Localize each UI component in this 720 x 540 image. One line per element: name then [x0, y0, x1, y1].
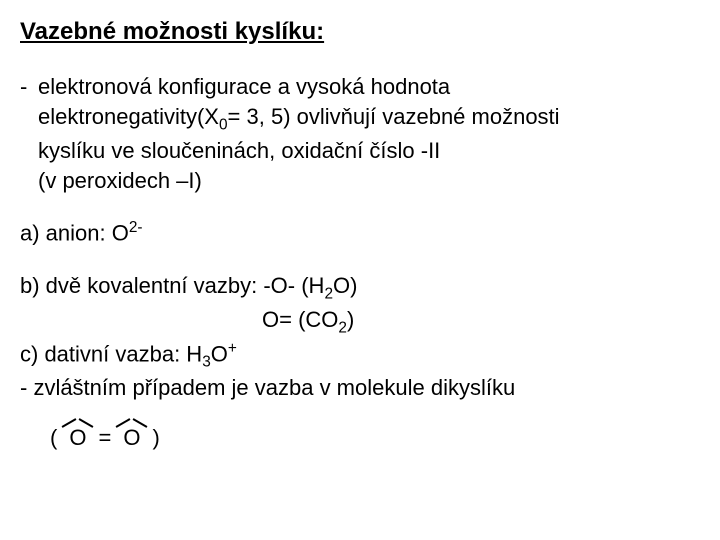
para-line2: elektronegativity(X0= 3, 5) ovlivňují va… — [38, 102, 700, 136]
b2-pre: O= (CO — [262, 307, 338, 332]
paren-close: ) — [152, 425, 159, 451]
item-b-line1: b) dvě kovalentní vazby: -O- (H2O) — [20, 271, 700, 305]
b-sub1: 2 — [324, 285, 333, 302]
c-sup: + — [228, 340, 237, 357]
b2-post: ) — [347, 307, 354, 332]
o1-text: O — [69, 425, 86, 450]
b-pre: b) dvě kovalentní vazby: -O- (H — [20, 273, 324, 298]
page-title: Vazebné možnosti kyslíku: — [20, 18, 700, 46]
b-mid: O) — [333, 273, 357, 298]
item-b-line2: O= (CO2) — [20, 305, 700, 339]
equals: = — [98, 425, 111, 451]
c-sub: 3 — [202, 354, 211, 371]
main-paragraph: - elektronová konfigurace a vysoká hodno… — [20, 72, 700, 195]
a-pre: a) anion: O — [20, 221, 129, 246]
a-sup: 2- — [129, 219, 143, 236]
c-pre: c) dativní vazba: H — [20, 341, 202, 366]
item-a: a) anion: O2- — [20, 219, 700, 246]
dioxygen-formula: ( O = O ) — [20, 425, 700, 451]
l2sub: 0 — [219, 116, 228, 133]
para-line3: kyslíku ve sloučeninách, oxidační číslo … — [38, 136, 700, 166]
item-c: c) dativní vazba: H3O+ — [20, 339, 700, 374]
b2-sub: 2 — [338, 319, 347, 336]
item-d: - zvláštním případem je vazba v molekule… — [20, 373, 700, 403]
paren-open: ( — [50, 425, 57, 451]
c-mid: O — [211, 341, 228, 366]
oxygen-atom-1: O — [69, 425, 86, 451]
l2a: elektronegativity(X — [38, 104, 219, 129]
l2b: = 3, 5) ovlivňují vazebné možnosti — [228, 104, 560, 129]
bullet-dash: - — [20, 72, 38, 195]
oxygen-atom-2: O — [123, 425, 140, 451]
para-line4: (v peroxidech –I) — [38, 166, 700, 196]
o2-text: O — [123, 425, 140, 450]
para-line1: elektronová konfigurace a vysoká hodnota — [38, 72, 700, 102]
